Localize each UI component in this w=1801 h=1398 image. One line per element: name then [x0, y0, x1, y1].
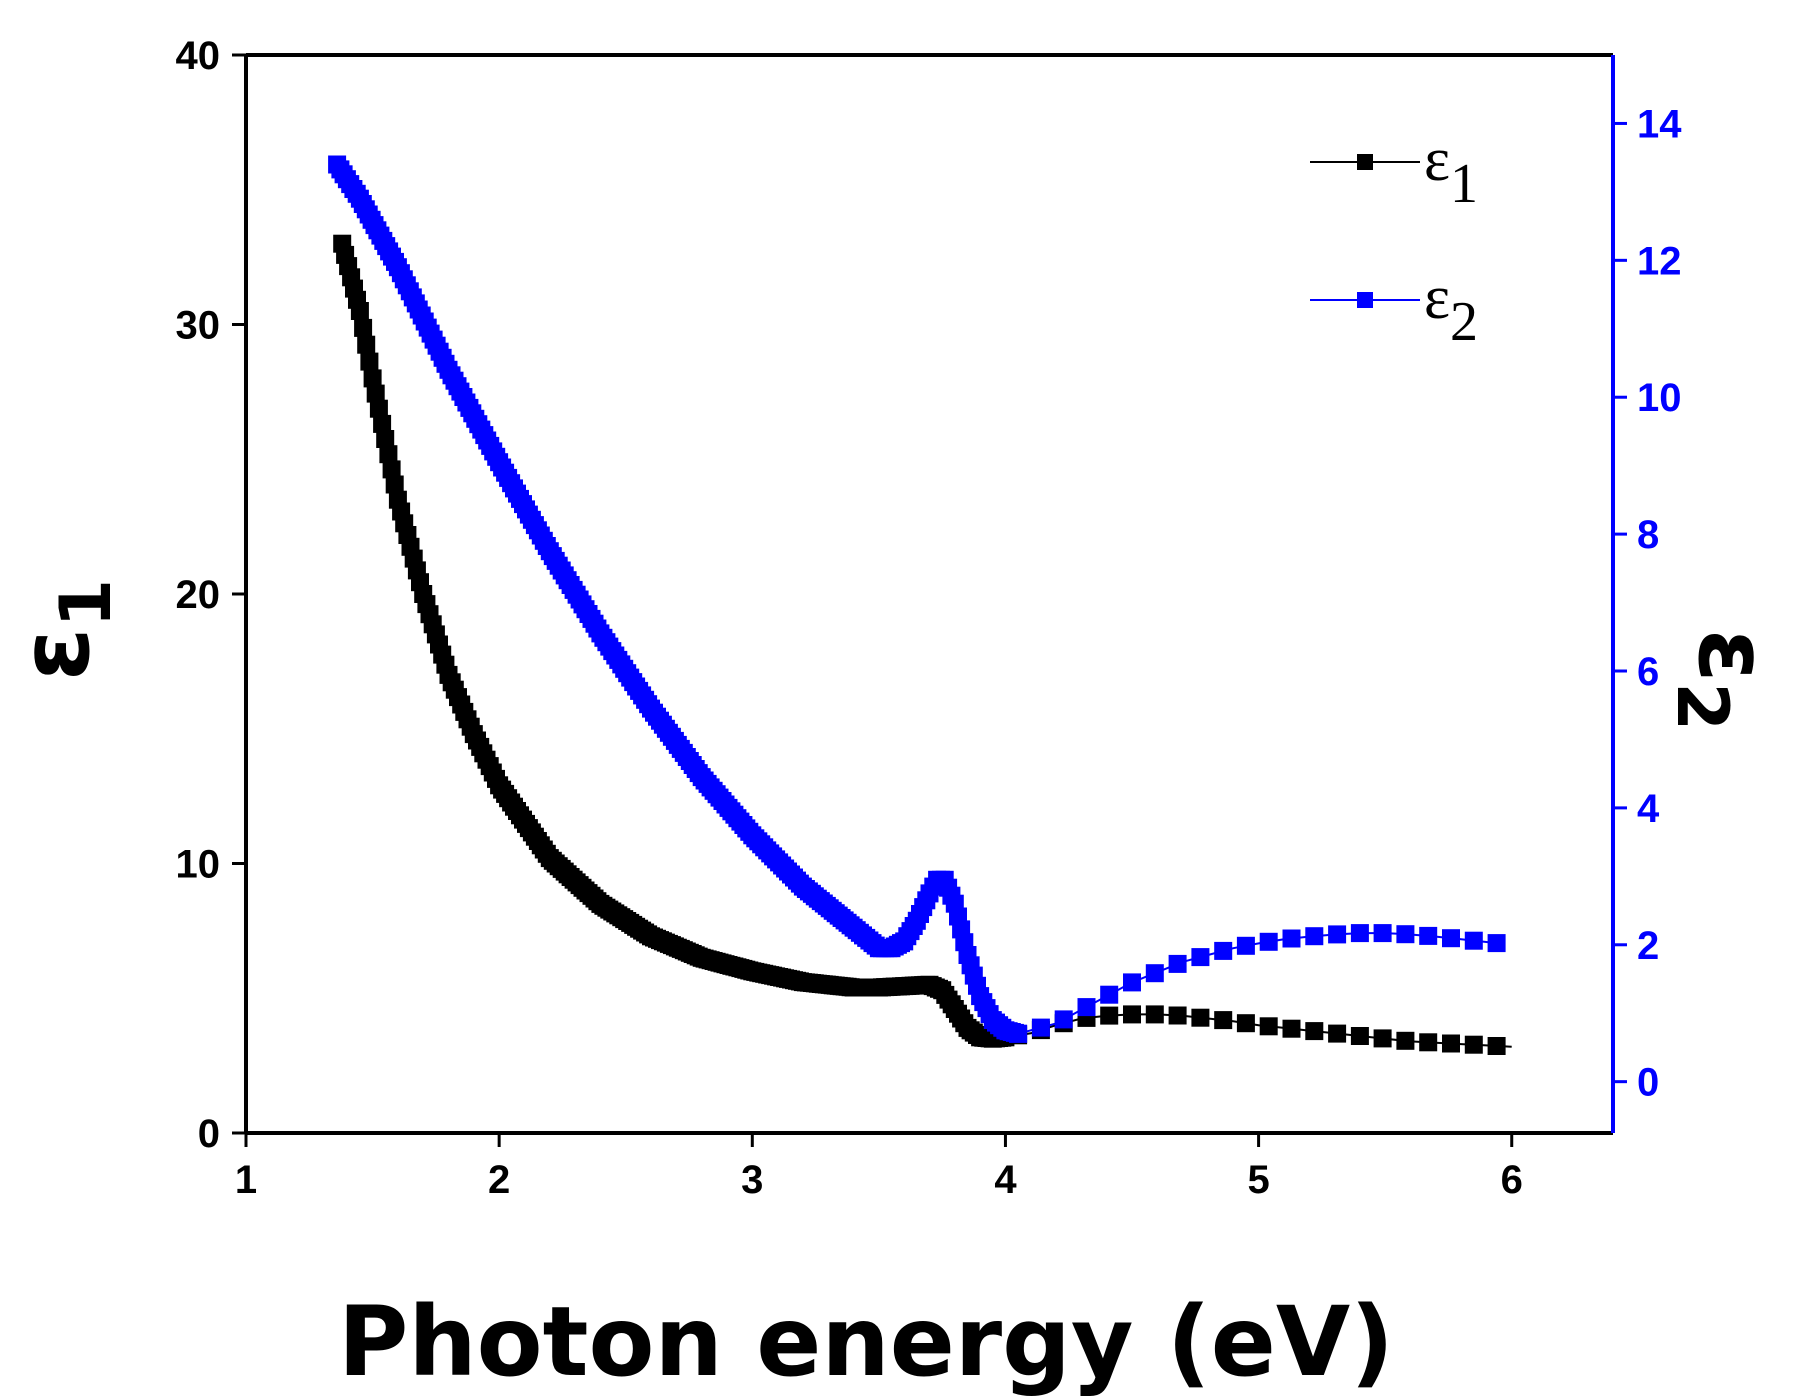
y-left-tick-label: 10 — [176, 843, 221, 887]
eps2-point — [1009, 1024, 1028, 1043]
eps2-point — [1236, 936, 1255, 955]
y-left-tick-label: 40 — [176, 34, 221, 78]
legend-label-eps2: ε2 — [1424, 264, 1478, 353]
eps2-point — [1031, 1018, 1050, 1037]
eps2-point — [1487, 934, 1506, 953]
eps1-point — [360, 352, 379, 371]
y-left-axis-label: ε1 — [0, 579, 127, 681]
svg-text:ε2: ε2 — [1661, 629, 1789, 731]
eps1-point — [379, 445, 398, 464]
eps2-point — [1282, 929, 1301, 948]
eps2-point — [1168, 954, 1187, 973]
y-right-axis-label: ε2 — [1661, 629, 1789, 731]
eps1-point — [1305, 1022, 1324, 1041]
eps1-point — [1373, 1029, 1392, 1048]
eps1-point — [1464, 1035, 1483, 1054]
eps1-point — [1191, 1008, 1210, 1027]
eps1-point — [376, 430, 395, 448]
y-right-tick-label: 12 — [1637, 239, 1682, 283]
eps1-point — [373, 414, 392, 433]
eps1-point — [1396, 1031, 1415, 1050]
svg-text:ε1: ε1 — [0, 579, 127, 681]
x-tick-label: 1 — [235, 1158, 257, 1202]
legend-marker-eps1 — [1357, 154, 1373, 170]
y-right-tick-label: 0 — [1637, 1061, 1659, 1105]
legend-marker-eps2 — [1357, 292, 1373, 308]
eps1-point — [354, 318, 373, 337]
eps1-point — [350, 302, 369, 320]
eps1-point — [366, 384, 385, 403]
eps2-point — [1100, 985, 1119, 1004]
eps1-point — [357, 335, 376, 354]
eps2-point — [1145, 964, 1164, 983]
eps1-point — [1419, 1033, 1438, 1052]
x-tick-label: 3 — [741, 1158, 763, 1202]
eps1-point — [1168, 1006, 1187, 1025]
y-right-tick-label: 4 — [1637, 787, 1660, 831]
eps1-point — [382, 460, 401, 479]
x-tick-label: 6 — [1501, 1158, 1523, 1202]
eps1-point — [1487, 1037, 1506, 1055]
eps1-point — [1214, 1011, 1233, 1030]
y-right-tick-label: 14 — [1637, 102, 1682, 146]
eps1-point — [385, 475, 404, 494]
series-eps2 — [328, 155, 1506, 1043]
y-right-tick-label: 6 — [1637, 650, 1659, 694]
eps1-point — [1350, 1027, 1369, 1045]
legend-label-eps1: ε1 — [1424, 126, 1478, 215]
eps1-point — [1442, 1034, 1460, 1053]
eps2-point — [1373, 924, 1392, 943]
plot-area — [244, 53, 1615, 1135]
series-eps1 — [333, 234, 1512, 1055]
eps1-point — [1328, 1024, 1347, 1043]
eps2-point — [1350, 924, 1369, 943]
eps1-point — [1123, 1005, 1141, 1024]
eps1-point — [369, 399, 388, 418]
eps2-point — [1419, 926, 1438, 945]
eps2-point — [1191, 948, 1210, 967]
y-left-tick-label: 0 — [198, 1112, 220, 1156]
eps1-point — [1236, 1014, 1255, 1033]
eps1-point — [363, 369, 382, 388]
eps2-point — [1305, 927, 1324, 946]
y-right-tick-label: 10 — [1637, 376, 1682, 420]
eps2-point — [1259, 932, 1278, 951]
eps2-point — [1396, 925, 1415, 944]
eps1-point — [1145, 1005, 1164, 1024]
eps2-point — [1442, 929, 1460, 948]
x-axis-label: Photon energy (eV) — [338, 1286, 1394, 1398]
y-right-tick-label: 8 — [1637, 513, 1659, 557]
eps1-point — [1259, 1017, 1278, 1036]
legend: ε1 ε2 — [1310, 126, 1478, 353]
eps2-point — [1214, 941, 1233, 960]
eps2-point — [1464, 931, 1483, 950]
x-tick-label: 4 — [994, 1158, 1017, 1202]
x-tick-label: 2 — [488, 1158, 510, 1202]
eps1-point — [1100, 1006, 1119, 1025]
eps2-point — [1077, 998, 1096, 1017]
eps1-point — [1282, 1019, 1301, 1038]
eps2-point — [1328, 925, 1347, 944]
x-tick-label: 5 — [1247, 1158, 1269, 1202]
y-left-tick-label: 30 — [176, 304, 221, 348]
eps2-point — [1123, 973, 1141, 992]
y-left-tick-label: 20 — [176, 573, 221, 617]
eps2-point — [1054, 1010, 1073, 1029]
y-right-tick-label: 2 — [1637, 924, 1659, 968]
